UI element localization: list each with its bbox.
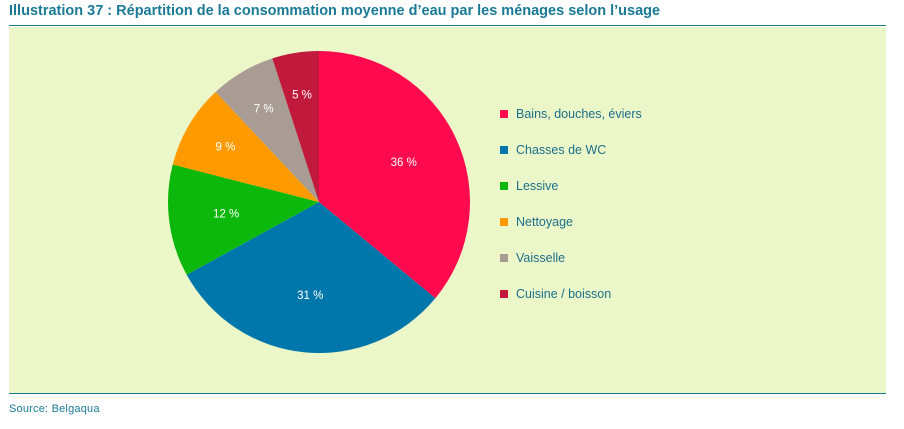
- chart-title: Illustration 37 : Répartition de la cons…: [9, 3, 661, 19]
- slice-value-label: 31 %: [297, 290, 323, 302]
- legend-label: Lessive: [516, 179, 559, 193]
- legend-swatch: [500, 146, 508, 154]
- legend-item: Bains, douches, éviers: [500, 96, 642, 132]
- pie-slice: [319, 51, 470, 299]
- slice-value-label: 12 %: [213, 209, 239, 221]
- legend-swatch: [500, 254, 508, 262]
- legend-swatch: [500, 182, 508, 190]
- legend-label: Bains, douches, éviers: [516, 107, 642, 121]
- source-rule: [9, 393, 886, 394]
- slice-value-label: 36 %: [391, 157, 417, 169]
- pie-slice: [272, 51, 319, 202]
- legend-swatch: [500, 218, 508, 226]
- slice-value-label: 9 %: [216, 142, 236, 154]
- pie-slice: [172, 91, 319, 202]
- legend-label: Chasses de WC: [516, 143, 607, 157]
- source-note: Source: Belgaqua: [9, 403, 100, 415]
- pie-slice: [168, 164, 319, 275]
- legend-swatch: [500, 290, 508, 298]
- slice-value-label: 7 %: [254, 103, 274, 115]
- legend-label: Nettoyage: [516, 215, 573, 229]
- legend-swatch: [500, 110, 508, 118]
- slice-value-label: 5 %: [292, 90, 312, 102]
- legend-item: Lessive: [500, 168, 642, 204]
- legend-label: Cuisine / boisson: [516, 287, 612, 301]
- chart-legend: Bains, douches, éviers Chasses de WC Les…: [500, 96, 642, 312]
- legend-item: Nettoyage: [500, 204, 642, 240]
- pie-slice: [215, 58, 319, 202]
- legend-item: Chasses de WC: [500, 132, 642, 168]
- pie-slice: [186, 202, 436, 353]
- legend-item: Cuisine / boisson: [500, 276, 642, 312]
- legend-label: Vaisselle: [516, 251, 566, 265]
- legend-item: Vaisselle: [500, 240, 642, 276]
- title-rule: [9, 25, 886, 26]
